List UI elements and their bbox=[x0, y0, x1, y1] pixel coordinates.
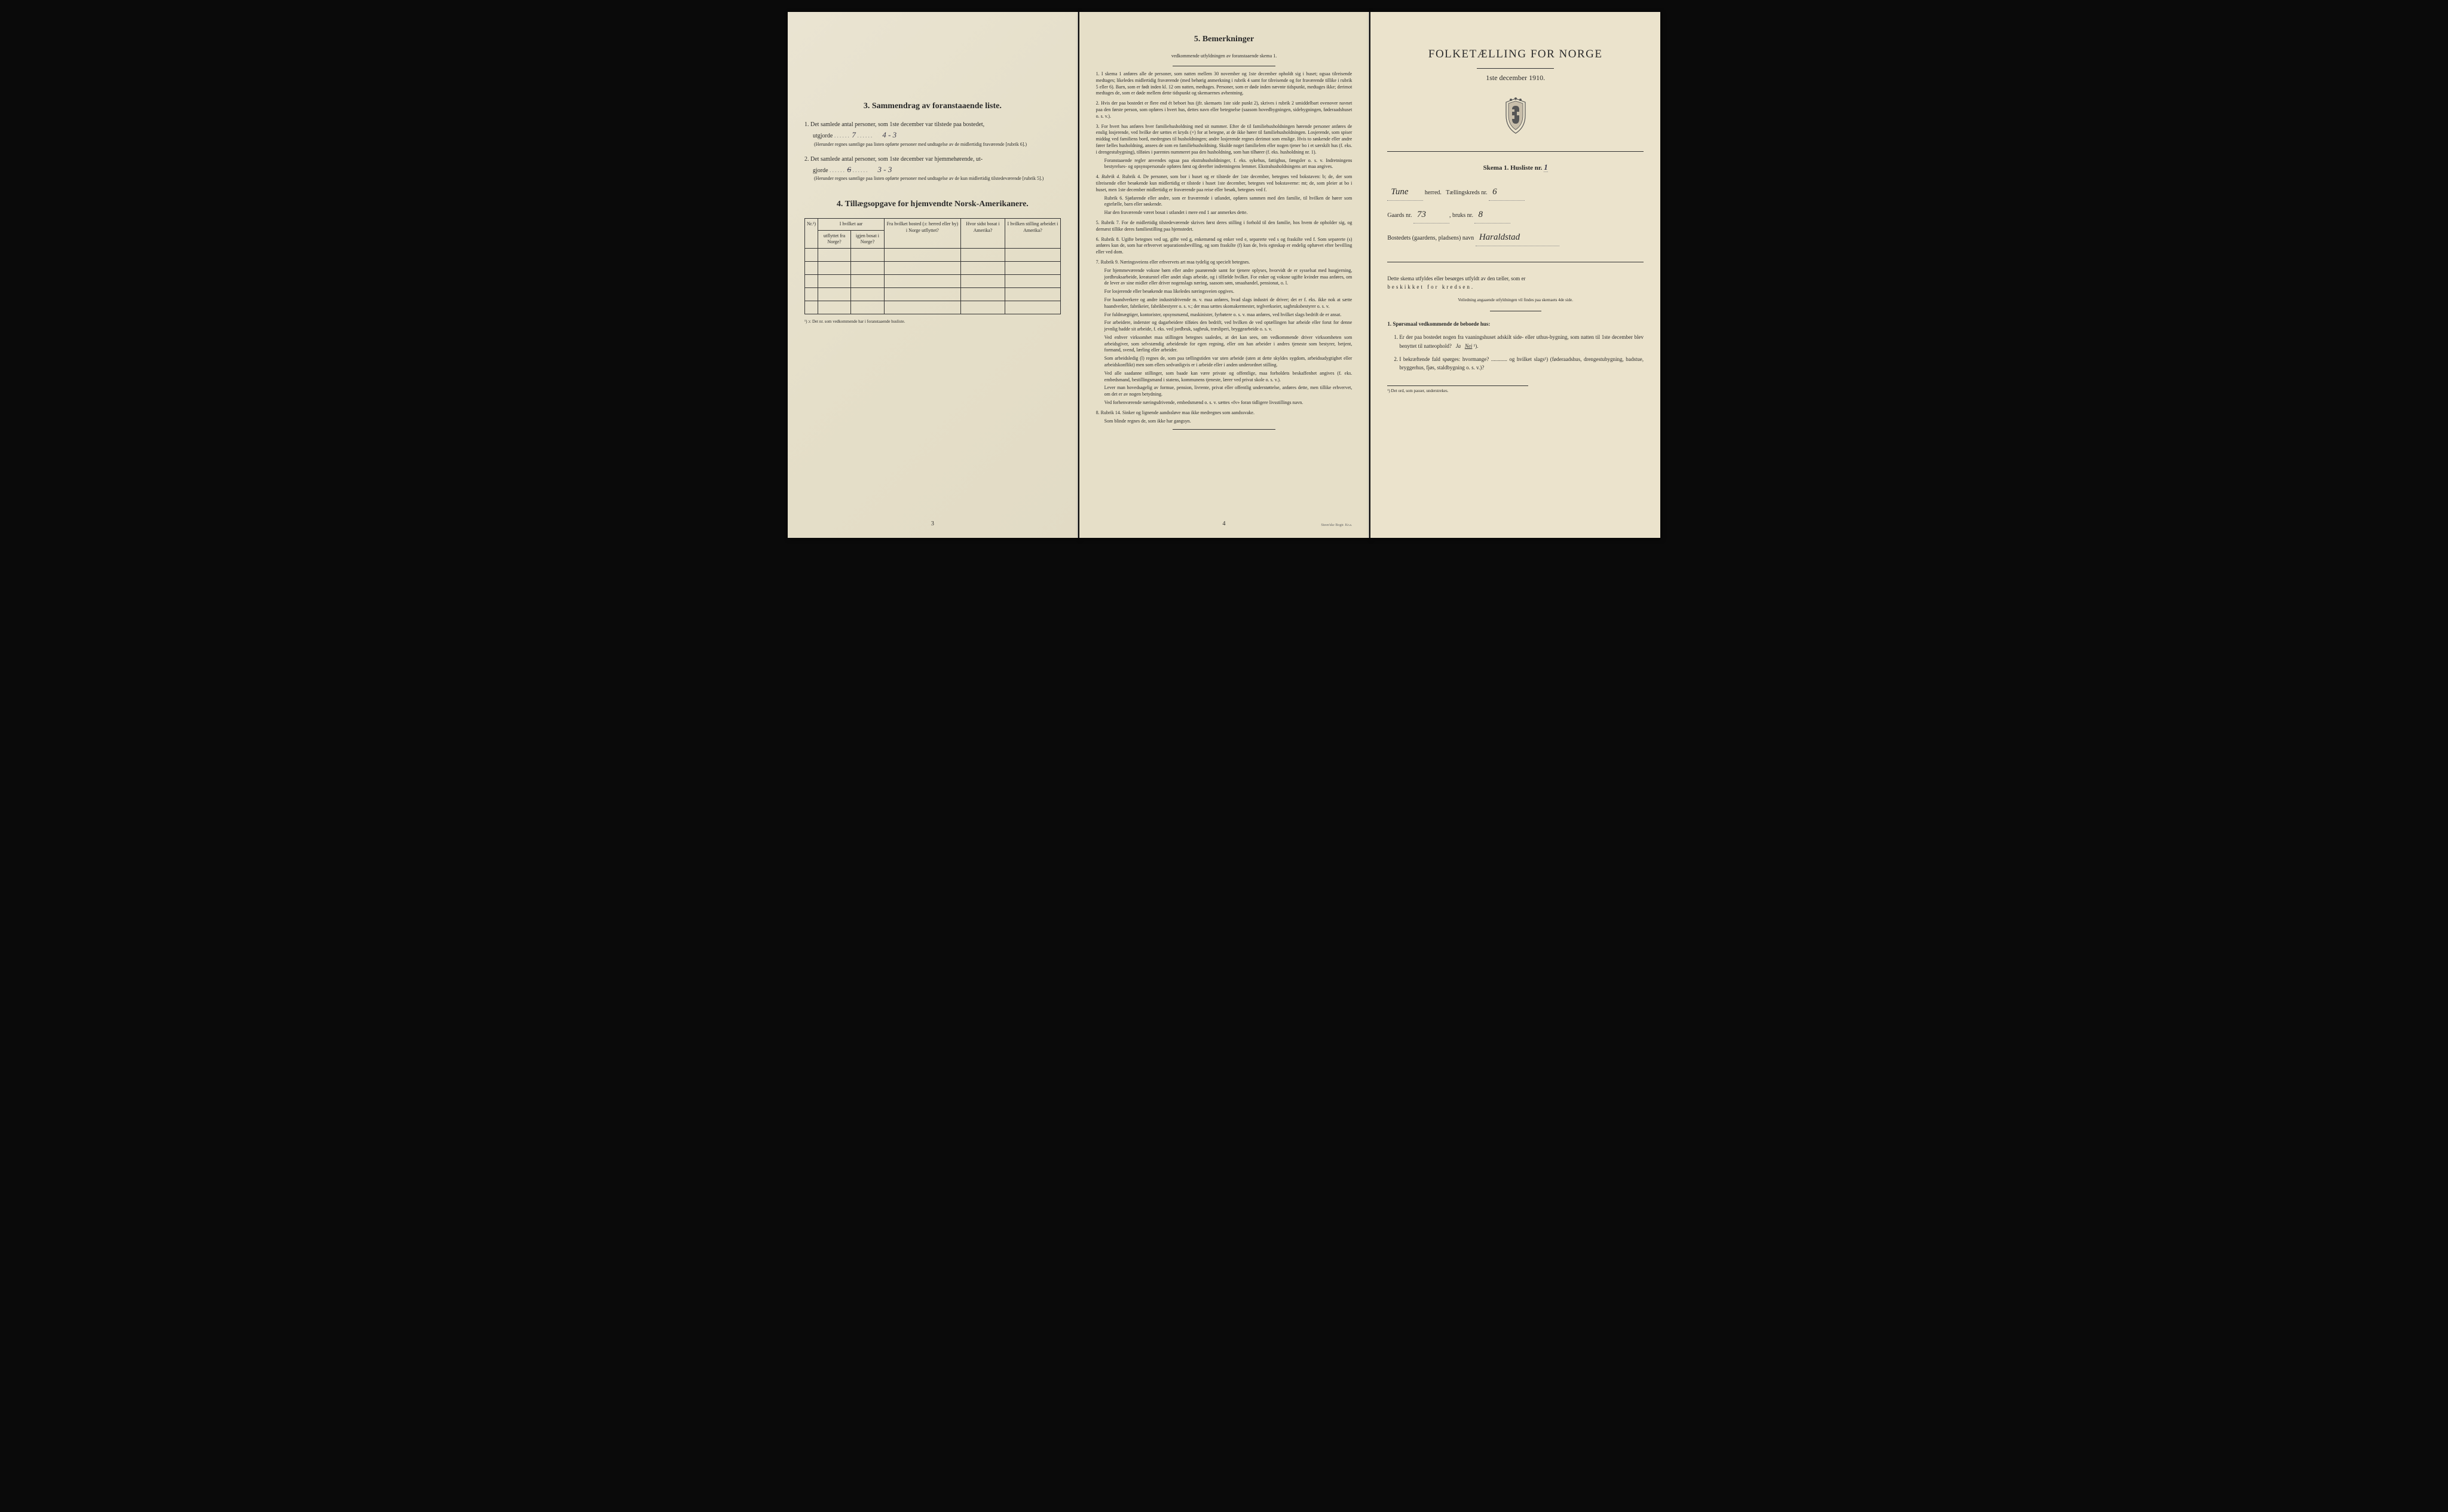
answer-nei: Nei bbox=[1465, 343, 1473, 349]
title-rule bbox=[1477, 68, 1554, 69]
title-date: 1ste december 1910. bbox=[1387, 74, 1644, 82]
answer-ja: Ja bbox=[1456, 343, 1461, 349]
section4: 4. Tillægsopgave for hjemvendte Norsk-Am… bbox=[804, 200, 1061, 323]
item2-value: 6 bbox=[847, 165, 852, 174]
question-2: I bekræftende fald spørges: hvormange? .… bbox=[1399, 355, 1644, 372]
bruks-value: 8 bbox=[1474, 207, 1510, 224]
remark-2: 2. Hvis der paa bostedet er flere end ét… bbox=[1096, 100, 1352, 120]
subcol-back: igjen bosat i Norge? bbox=[850, 230, 884, 248]
bosted-line: Bostedets (gaardens, pladsens) navn Hara… bbox=[1387, 229, 1644, 246]
remark-4: 4. Rubrik 4. Rubrik 4. De personer, som … bbox=[1096, 174, 1352, 216]
bosted-value: Haraldstad bbox=[1476, 229, 1559, 246]
remark-6: 6. Rubrik 8. Ugifte betegnes ved ug, gif… bbox=[1096, 237, 1352, 256]
col-nr: Nr.¹) bbox=[805, 219, 818, 248]
section5-sub: vedkommende utfyldningen av foranstaaend… bbox=[1096, 53, 1352, 59]
gaard-value: 73 bbox=[1413, 207, 1449, 224]
herred-line: Tune herred. Tællingskreds nr. 6 bbox=[1387, 184, 1644, 201]
remark-3: 3. For hvert hus anføres hver familiehus… bbox=[1096, 124, 1352, 171]
page-number-3: 3 bbox=[931, 521, 934, 527]
page-number-4: 4 bbox=[1223, 521, 1226, 527]
gaard-line: Gaards nr. 73, bruks nr. 8 bbox=[1387, 207, 1644, 224]
divider-bottom bbox=[1173, 429, 1275, 430]
coat-of-arms-icon bbox=[1500, 97, 1531, 134]
instruction: Dette skema utfyldes eller besørges utfy… bbox=[1387, 274, 1644, 292]
tiny-instruction: Veiledning angaaende utfyldningen vil fi… bbox=[1387, 298, 1644, 302]
item1-text: 1. Det samlede antal personer, som 1ste … bbox=[804, 121, 984, 128]
table-row bbox=[805, 248, 1061, 261]
subcol-out: utflyttet fra Norge? bbox=[818, 230, 851, 248]
table-row bbox=[805, 261, 1061, 274]
table-row bbox=[805, 301, 1061, 314]
remark-8: 8. Rubrik 14. Sinker og lignende aandssl… bbox=[1096, 410, 1352, 425]
item1-extra: 4 - 3 bbox=[882, 130, 896, 139]
page-right: FOLKETÆLLING FOR NORGE 1ste december 191… bbox=[1370, 12, 1660, 538]
item2-extra: 3 - 3 bbox=[878, 165, 892, 174]
main-title: FOLKETÆLLING FOR NORGE bbox=[1387, 48, 1644, 61]
title-block: FOLKETÆLLING FOR NORGE 1ste december 191… bbox=[1387, 48, 1644, 134]
table-row bbox=[805, 274, 1061, 287]
col-from: Fra hvilket bosted (ɔ: herred eller by) … bbox=[884, 219, 960, 248]
section4-heading: 4. Tillægsopgave for hjemvendte Norsk-Am… bbox=[804, 200, 1061, 209]
footnote-right: ¹) Det ord, som passer, understrekes. bbox=[1387, 385, 1528, 393]
item2-label: gjorde bbox=[813, 167, 828, 174]
section3-item1: 1. Det samlede antal personer, som 1ste … bbox=[804, 120, 1061, 148]
husliste-nr: 1 bbox=[1544, 163, 1548, 172]
item1-label: utgjorde bbox=[813, 133, 833, 139]
item2-text: 2. Det samlede antal personer, som 1ste … bbox=[804, 156, 983, 163]
remark-7: 7. Rubrik 9. Næringsveiens eller erhverv… bbox=[1096, 259, 1352, 406]
census-document: 3. Sammendrag av foranstaaende liste. 1.… bbox=[788, 12, 1660, 538]
item1-note: (Herunder regnes samtlige paa listen opf… bbox=[804, 141, 1061, 148]
col-year: I hvilket aar bbox=[818, 219, 885, 230]
skema-line: Skema 1. Husliste nr. 1 bbox=[1387, 163, 1644, 172]
table-footnote: ¹) ɔ: Det nr. som vedkommende har i fora… bbox=[804, 319, 1061, 324]
kreds-value: 6 bbox=[1489, 184, 1525, 201]
rule-full bbox=[1387, 151, 1644, 152]
remarks-list: 1. I skema 1 anføres alle de personer, s… bbox=[1096, 71, 1352, 424]
page-middle: 5. Bemerkninger vedkommende utfyldningen… bbox=[1079, 12, 1370, 538]
page-left: 3. Sammendrag av foranstaaende liste. 1.… bbox=[788, 12, 1078, 538]
emigrant-table: Nr.¹) I hvilket aar Fra hvilket bosted (… bbox=[804, 218, 1061, 314]
remark-1: 1. I skema 1 anføres alle de personer, s… bbox=[1096, 71, 1352, 97]
col-work: I hvilken stilling arbeidet i Amerika? bbox=[1005, 219, 1060, 248]
table-row bbox=[805, 287, 1061, 301]
col-where: Hvor sidst bosat i Amerika? bbox=[960, 219, 1005, 248]
section5-heading: 5. Bemerkninger bbox=[1096, 35, 1352, 44]
herred-value: Tune bbox=[1387, 184, 1423, 201]
section3-item2: 2. Det samlede antal personer, som 1ste … bbox=[804, 155, 1061, 182]
remark-5: 5. Rubrik 7. For de midlertidig tilstede… bbox=[1096, 220, 1352, 233]
question-section: 1. Spørsmaal vedkommende de beboede hus:… bbox=[1387, 320, 1644, 372]
q-heading: 1. Spørsmaal vedkommende de beboede hus: bbox=[1387, 320, 1644, 328]
question-1: Er der paa bostedet nogen fra vaaningshu… bbox=[1399, 333, 1644, 350]
item1-value: 7 bbox=[852, 130, 856, 139]
section3-heading: 3. Sammendrag av foranstaaende liste. bbox=[804, 102, 1061, 111]
item2-note: (Herunder regnes samtlige paa listen opf… bbox=[804, 175, 1061, 182]
printer-mark: Steen'ske Bogtr. Kr.a. bbox=[1321, 524, 1352, 527]
